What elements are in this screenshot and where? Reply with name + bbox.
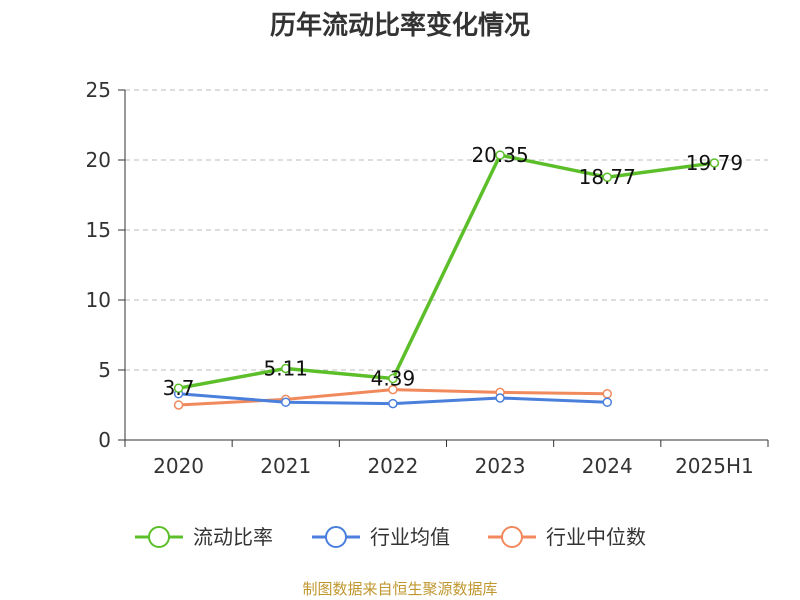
legend-label: 行业中位数 — [546, 525, 646, 549]
data-label: 5.11 — [263, 356, 308, 380]
x-tick-label: 2022 — [367, 454, 418, 478]
y-tick-label: 10 — [86, 288, 111, 312]
data-label: 20.35 — [471, 143, 528, 167]
legend[interactable]: 流动比率 行业均值 行业中位数 — [135, 525, 646, 549]
chart-title: 历年流动比率变化情况 — [270, 10, 530, 41]
y-tick-label: 0 — [98, 428, 111, 452]
x-tick-label: 2023 — [475, 454, 526, 478]
data-point[interactable] — [173, 383, 184, 393]
data-labels: 3.7 5.11 4.39 20.35 18.77 19.79 — [163, 143, 743, 400]
y-tick-label: 25 — [86, 78, 111, 102]
legend-item[interactable]: 行业均值 — [312, 525, 450, 549]
x-tick-label: 2020 — [153, 454, 204, 478]
x-tick-label: 2025H1 — [675, 454, 754, 478]
data-point[interactable] — [388, 398, 398, 409]
series-1 — [173, 389, 612, 409]
y-tick-label: 15 — [86, 218, 111, 242]
y-tick-label: 20 — [86, 148, 111, 172]
data-point[interactable] — [602, 389, 612, 399]
grid — [125, 89, 768, 371]
legend-marker — [148, 526, 170, 548]
data-point[interactable] — [281, 363, 291, 374]
data-point[interactable] — [709, 158, 720, 168]
series-line — [178, 153, 715, 390]
data-point[interactable] — [602, 172, 612, 182]
legend-marker — [501, 526, 523, 548]
data-label: 19.79 — [686, 151, 743, 175]
data-point[interactable] — [281, 397, 291, 407]
x-tick-label: 2024 — [582, 454, 633, 478]
data-label: 3.7 — [163, 376, 195, 400]
data-label: 18.77 — [579, 165, 636, 189]
data-point[interactable] — [173, 400, 184, 410]
data-point[interactable] — [602, 397, 612, 407]
data-point[interactable] — [388, 373, 398, 384]
x-tick-label: 2021 — [260, 454, 311, 478]
legend-label: 行业均值 — [370, 525, 450, 549]
series-0 — [173, 150, 720, 393]
legend-item[interactable]: 行业中位数 — [488, 525, 646, 549]
legend-marker — [325, 526, 347, 548]
source-note: 制图数据来自恒生聚源数据库 — [302, 580, 497, 598]
y-tick-label: 5 — [98, 358, 111, 382]
axes: 0 5 10 15 20 25 2020 2021 2022 2023 2024 2025H1 — [86, 78, 769, 478]
data-point[interactable] — [495, 393, 505, 403]
data-label: 4.39 — [371, 367, 416, 391]
legend-label: 流动比率 — [193, 525, 273, 549]
legend-item[interactable]: 流动比率 — [135, 525, 273, 549]
data-point[interactable] — [495, 150, 505, 160]
series-lines — [173, 150, 720, 410]
data-point[interactable] — [388, 384, 398, 395]
